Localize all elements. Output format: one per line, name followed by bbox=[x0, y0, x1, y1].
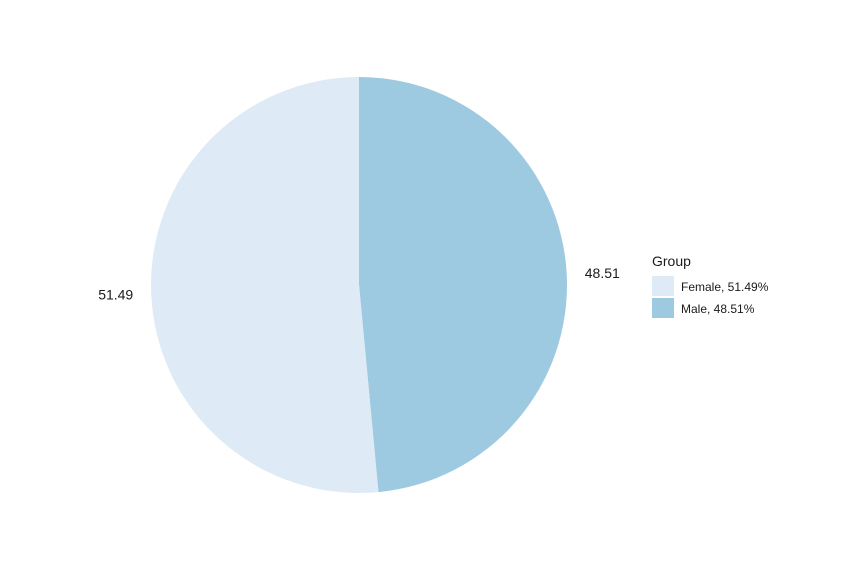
legend: Group Female, 51.49% Male, 48.51% bbox=[652, 253, 769, 318]
slice-label-female: 51.49 bbox=[98, 286, 133, 302]
legend-label-male: Male, 48.51% bbox=[681, 302, 755, 316]
slice-label-male: 48.51 bbox=[585, 265, 620, 281]
pie-slice-male bbox=[359, 77, 568, 493]
legend-swatch-female bbox=[652, 276, 674, 296]
slice-labels: 48.51 51.49 bbox=[98, 265, 620, 302]
legend-title: Group bbox=[652, 253, 691, 269]
pie-slice-female bbox=[151, 77, 379, 493]
legend-label-female: Female, 51.49% bbox=[681, 280, 769, 294]
pie-slices bbox=[151, 77, 568, 493]
legend-swatch-male bbox=[652, 298, 674, 318]
